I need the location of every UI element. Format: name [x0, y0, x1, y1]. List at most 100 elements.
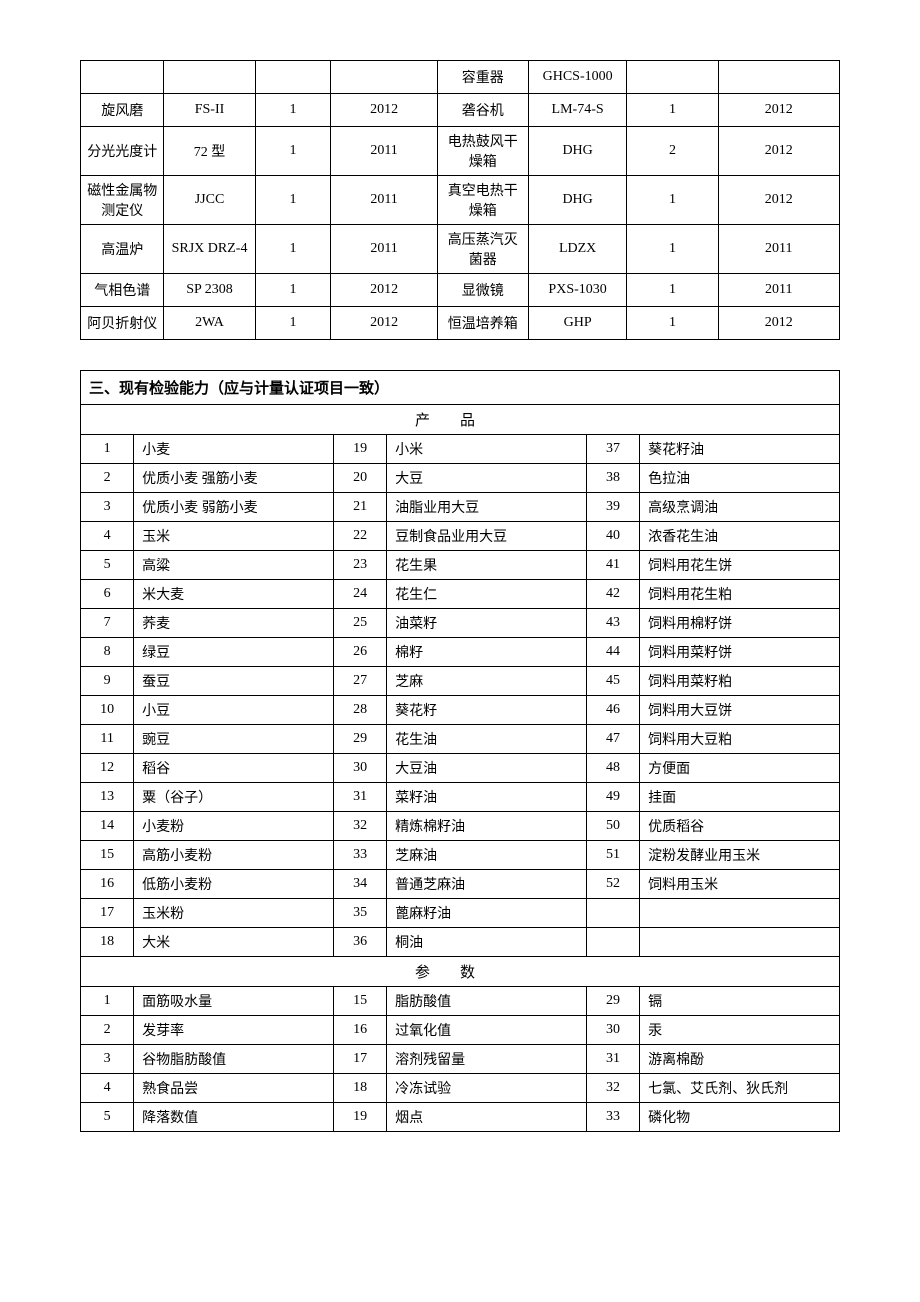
item-number: 8	[81, 638, 134, 667]
equip-year: 2012	[718, 176, 839, 225]
table-row: 3谷物脂肪酸值17溶剂残留量31游离棉酚	[81, 1045, 840, 1074]
table-row: 分光光度计72 型12011电热鼓风干燥箱DHG22012	[81, 127, 840, 176]
item-name: 挂面	[640, 783, 840, 812]
item-name: 葵花籽油	[640, 435, 840, 464]
table-row: 旋风磨FS-II12012砻谷机LM-74-S12012	[81, 94, 840, 127]
item-name: 豆制食品业用大豆	[387, 522, 587, 551]
equip-qty: 1	[255, 176, 331, 225]
table-row: 9蚕豆27芝麻45饲料用菜籽粕	[81, 667, 840, 696]
item-number: 40	[586, 522, 639, 551]
item-number: 5	[81, 1103, 134, 1132]
equip-model: GHP	[528, 307, 627, 340]
item-number: 4	[81, 522, 134, 551]
equip-model: LM-74-S	[528, 94, 627, 127]
item-number: 2	[81, 464, 134, 493]
item-name: 花生仁	[387, 580, 587, 609]
equip-qty: 1	[627, 94, 718, 127]
equip-model	[164, 61, 255, 94]
products-header: 产品	[81, 405, 840, 435]
item-number: 30	[586, 1016, 639, 1045]
equip-year: 2012	[718, 127, 839, 176]
item-number: 3	[81, 1045, 134, 1074]
item-number: 16	[333, 1016, 386, 1045]
equip-name: 磁性金属物测定仪	[81, 176, 164, 225]
capability-table: 三、现有检验能力（应与计量认证项目一致） 产品 1小麦19小米37葵花籽油2优质…	[80, 370, 840, 1132]
item-name: 高级烹调油	[640, 493, 840, 522]
table-row: 3优质小麦 弱筋小麦21油脂业用大豆39高级烹调油	[81, 493, 840, 522]
equip-qty: 1	[255, 94, 331, 127]
item-number: 29	[333, 725, 386, 754]
item-number: 9	[81, 667, 134, 696]
table-row: 11豌豆29花生油47饲料用大豆粕	[81, 725, 840, 754]
item-name: 高筋小麦粉	[134, 841, 334, 870]
equipment-table: 容重器GHCS-1000旋风磨FS-II12012砻谷机LM-74-S12012…	[80, 60, 840, 340]
item-number: 24	[333, 580, 386, 609]
item-name: 优质小麦 弱筋小麦	[134, 493, 334, 522]
equip-qty: 1	[627, 307, 718, 340]
item-number: 21	[333, 493, 386, 522]
item-number: 33	[333, 841, 386, 870]
equip-name: 气相色谱	[81, 274, 164, 307]
item-name: 油菜籽	[387, 609, 587, 638]
equip-model: PXS-1030	[528, 274, 627, 307]
item-name: 葵花籽	[387, 696, 587, 725]
equip-model: 2WA	[164, 307, 255, 340]
table-row: 18大米36桐油	[81, 928, 840, 957]
equip-name: 高压蒸汽灭菌器	[437, 225, 528, 274]
item-name: 饲料用大豆粕	[640, 725, 840, 754]
item-name: 桐油	[387, 928, 587, 957]
equip-name: 砻谷机	[437, 94, 528, 127]
item-name: 游离棉酚	[640, 1045, 840, 1074]
equip-name: 分光光度计	[81, 127, 164, 176]
item-number: 1	[81, 987, 134, 1016]
item-name: 小豆	[134, 696, 334, 725]
item-name: 饲料用菜籽饼	[640, 638, 840, 667]
item-number: 49	[586, 783, 639, 812]
item-name: 优质小麦 强筋小麦	[134, 464, 334, 493]
item-name: 烟点	[387, 1103, 587, 1132]
item-name: 荞麦	[134, 609, 334, 638]
item-number: 38	[586, 464, 639, 493]
item-name: 大豆油	[387, 754, 587, 783]
equip-qty	[255, 61, 331, 94]
item-number: 36	[333, 928, 386, 957]
item-number: 44	[586, 638, 639, 667]
equip-name: 真空电热干燥箱	[437, 176, 528, 225]
item-name: 饲料用花生粕	[640, 580, 840, 609]
item-number: 29	[586, 987, 639, 1016]
equip-qty: 1	[627, 176, 718, 225]
item-number: 22	[333, 522, 386, 551]
item-name: 饲料用玉米	[640, 870, 840, 899]
equip-model: GHCS-1000	[528, 61, 627, 94]
equip-qty: 1	[255, 127, 331, 176]
equip-qty: 1	[255, 225, 331, 274]
item-number: 48	[586, 754, 639, 783]
item-name: 稻谷	[134, 754, 334, 783]
item-number: 12	[81, 754, 134, 783]
item-number: 26	[333, 638, 386, 667]
item-number: 19	[333, 1103, 386, 1132]
item-number: 43	[586, 609, 639, 638]
item-number: 4	[81, 1074, 134, 1103]
item-name: 豌豆	[134, 725, 334, 754]
item-number: 5	[81, 551, 134, 580]
table-row: 高温炉SRJX DRZ-412011高压蒸汽灭菌器LDZX12011	[81, 225, 840, 274]
item-name: 饲料用大豆饼	[640, 696, 840, 725]
item-name: 精炼棉籽油	[387, 812, 587, 841]
equip-year: 2011	[718, 225, 839, 274]
item-number: 27	[333, 667, 386, 696]
equip-name: 显微镜	[437, 274, 528, 307]
item-name: 玉米	[134, 522, 334, 551]
equip-qty: 1	[255, 307, 331, 340]
item-name: 脂肪酸值	[387, 987, 587, 1016]
equip-year: 2011	[331, 127, 437, 176]
item-name: 玉米粉	[134, 899, 334, 928]
item-name: 熟食品尝	[134, 1074, 334, 1103]
equip-name: 恒温培养箱	[437, 307, 528, 340]
equip-model: SRJX DRZ-4	[164, 225, 255, 274]
equip-name: 高温炉	[81, 225, 164, 274]
item-name: 蚕豆	[134, 667, 334, 696]
item-number: 46	[586, 696, 639, 725]
item-number: 15	[81, 841, 134, 870]
item-name: 花生油	[387, 725, 587, 754]
